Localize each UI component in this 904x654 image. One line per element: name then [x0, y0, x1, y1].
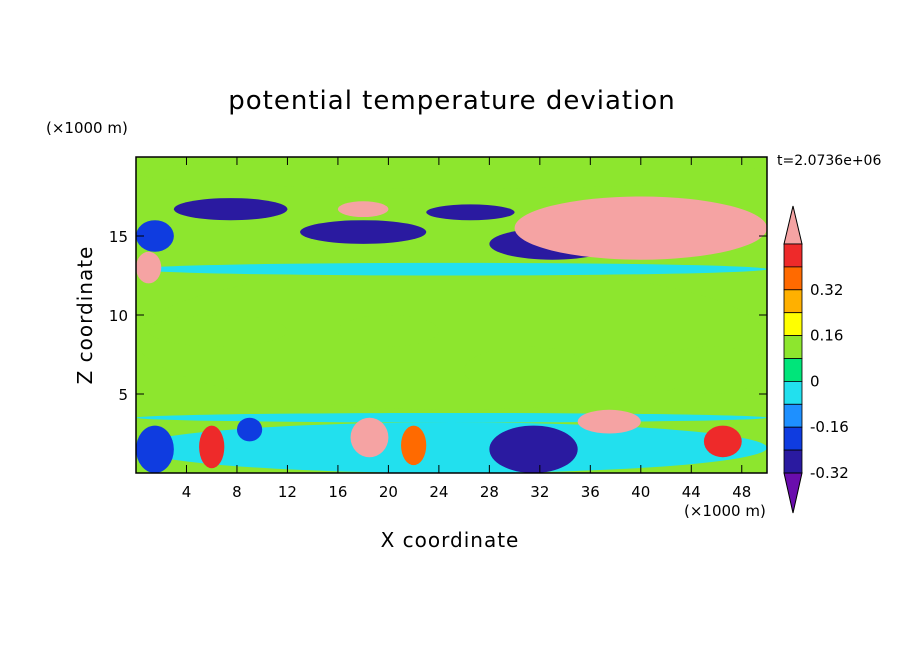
contour-region: [401, 425, 427, 466]
z-axis-unit: (×1000 m): [46, 119, 128, 137]
x-tick-label: 8: [232, 483, 242, 501]
colorbar-swatch: [783, 335, 803, 359]
chart-title: potential temperature deviation: [228, 86, 676, 116]
contour-region: [136, 262, 767, 276]
x-tick-label: 40: [631, 483, 650, 501]
contour-region: [136, 267, 767, 410]
contour-region: [653, 346, 768, 394]
x-tick-label: 20: [379, 483, 398, 501]
colorbar-label: 0: [810, 372, 820, 390]
x-tick-label: 24: [429, 483, 448, 501]
x-tick-label: 12: [278, 483, 297, 501]
colorbar-label: -0.32: [810, 464, 849, 482]
contour-region: [199, 425, 225, 469]
contour-region: [173, 198, 288, 221]
x-tick-label: 36: [581, 483, 600, 501]
contour-region: [236, 417, 263, 442]
contour-region: [350, 417, 389, 458]
z-tick-label: 5: [118, 386, 128, 404]
x-tick-label: 28: [480, 483, 499, 501]
colorbar-swatch: [783, 426, 803, 451]
contour-region: [703, 425, 742, 458]
colorbar-swatch: [783, 358, 803, 382]
colorbar-swatch: [783, 449, 803, 474]
z-axis-ticks: 5 10 15: [109, 228, 767, 404]
x-axis-ticks: 4 8 12 16 20 24 28 32 36 40 44 48: [182, 157, 751, 501]
z-tick-label: 10: [109, 307, 128, 325]
contour-region: [136, 157, 767, 189]
contour-regions: [136, 157, 768, 473]
x-tick-label: 32: [530, 483, 549, 501]
contour-region: [300, 220, 427, 244]
colorbar-swatch: [783, 380, 803, 405]
contour-region: [464, 346, 591, 394]
contour-region: [136, 412, 767, 423]
colorbar-swatch: [783, 312, 803, 337]
colorbar-label: -0.16: [810, 418, 849, 436]
contour-region: [337, 315, 439, 347]
x-axis-unit: (×1000 m): [684, 502, 766, 520]
contour-region: [337, 201, 389, 218]
colorbar-swatch: [783, 266, 803, 291]
colorbar-label: 0.16: [810, 327, 843, 345]
colorbar-swatch: [783, 289, 803, 314]
contour-region: [136, 220, 174, 252]
z-tick-label: 15: [109, 228, 128, 246]
contour-region: [426, 204, 515, 221]
colorbar-label: 0.32: [810, 281, 843, 299]
contour-region: [577, 409, 641, 434]
x-tick-label: 48: [732, 483, 751, 501]
x-tick-label: 4: [182, 483, 192, 501]
contour-region: [136, 251, 162, 284]
contour-region: [136, 422, 767, 473]
colorbar: 0.32 0.16 0 -0.16 -0.32: [783, 205, 849, 514]
colorbar-over-triangle: [783, 205, 803, 245]
colorbar-under-triangle: [783, 472, 803, 514]
x-tick-label: 16: [328, 483, 347, 501]
colorbar-swatch: [783, 243, 803, 268]
colorbar-swatch: [783, 403, 803, 428]
contour-region: [136, 425, 174, 473]
contour-region: [514, 196, 767, 260]
contour-region: [148, 315, 288, 347]
contour-region: [489, 425, 578, 473]
x-axis-label: X coordinate: [380, 528, 520, 552]
x-tick-label: 44: [682, 483, 701, 501]
time-label: t=2.0736e+06: [777, 153, 882, 169]
